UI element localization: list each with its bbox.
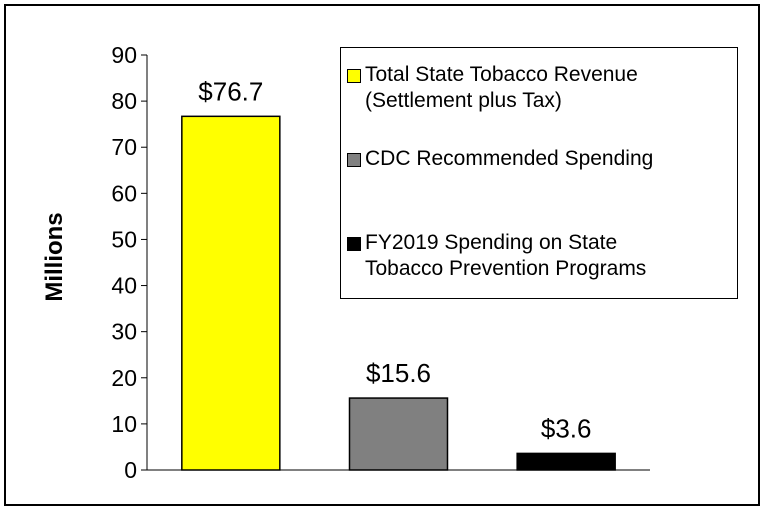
legend-label-total-revenue: Total State Tobacco Revenue (Settlement …	[365, 63, 638, 112]
data-label-2: $3.6	[541, 413, 592, 443]
y-tick-label: 10	[111, 411, 137, 437]
data-label-1: $15.6	[366, 358, 431, 388]
y-tick-label: 0	[124, 457, 137, 483]
legend-swatch-total-revenue	[347, 69, 361, 83]
bar-2	[516, 452, 616, 471]
legend-label-fy2019-spending: FY2019 Spending on State Tobacco Prevent…	[365, 231, 647, 280]
bar-1	[348, 397, 449, 471]
legend-item-total-revenue: Total State Tobacco Revenue (Settlement …	[347, 62, 638, 114]
y-tick-label: 20	[111, 365, 137, 391]
y-tick-label: 80	[111, 88, 137, 114]
y-tick-label: 70	[111, 134, 137, 160]
legend: Total State Tobacco Revenue (Settlement …	[340, 47, 738, 299]
legend-label-cdc-recommended: CDC Recommended Spending	[365, 147, 654, 170]
y-tick-label: 60	[111, 180, 137, 206]
y-tick-label: 30	[111, 319, 137, 345]
y-tick-label: 50	[111, 226, 137, 252]
data-label-0: $76.7	[198, 76, 263, 106]
legend-item-cdc-recommended: CDC Recommended Spending	[347, 146, 653, 172]
y-tick-label: 90	[111, 42, 137, 68]
y-axis-label: Millions	[41, 212, 68, 301]
legend-swatch-cdc-recommended	[347, 153, 361, 167]
bar-0	[181, 115, 281, 471]
legend-item-fy2019-spending: FY2019 Spending on State Tobacco Prevent…	[347, 230, 646, 282]
legend-swatch-fy2019-spending	[347, 237, 361, 251]
y-tick-label: 40	[111, 273, 137, 299]
